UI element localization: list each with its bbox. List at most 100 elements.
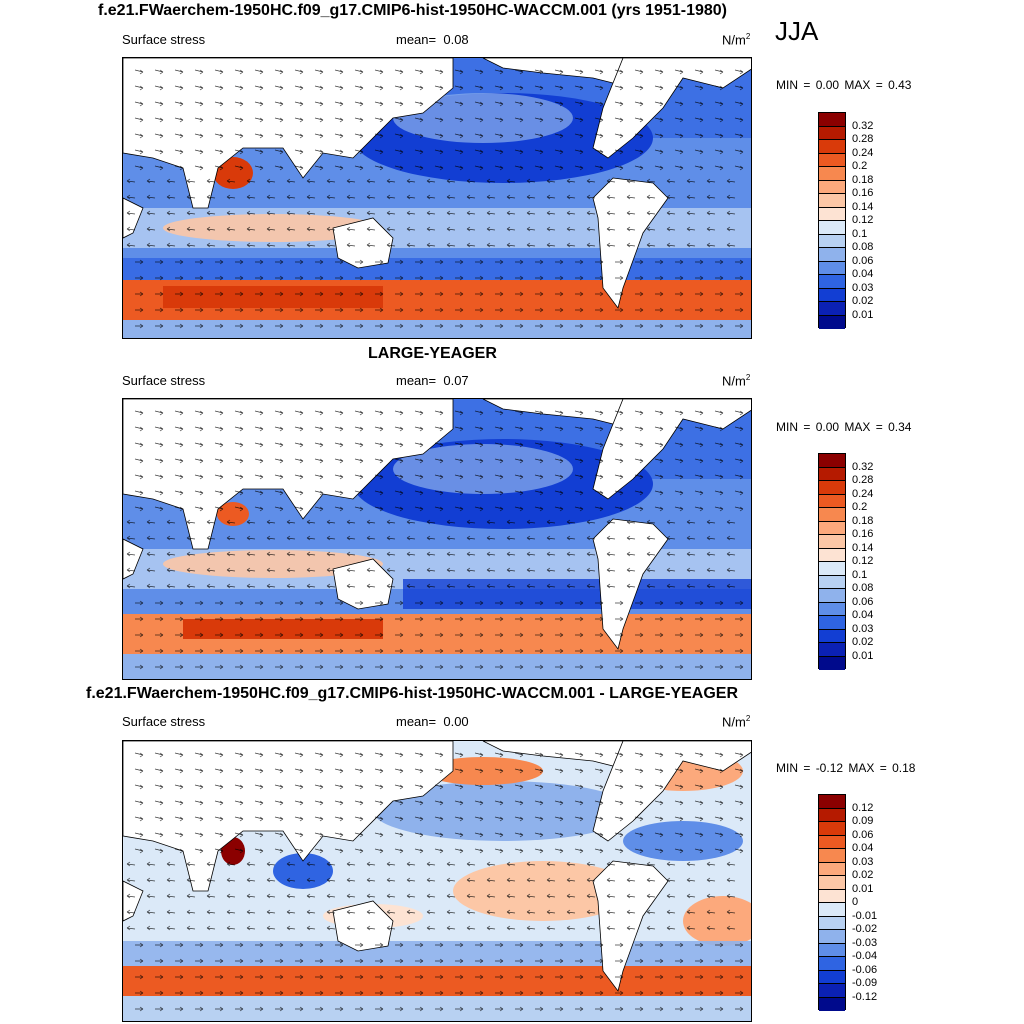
stress-vector-arrow xyxy=(274,474,284,480)
stress-vector-arrow xyxy=(294,752,304,758)
stress-vector-arrow xyxy=(426,178,436,184)
colorbar-box xyxy=(819,454,845,468)
stress-vector-arrow xyxy=(235,990,244,996)
stress-vector-arrow xyxy=(715,974,724,980)
stress-vector-arrow xyxy=(374,474,384,480)
stress-vector-arrow xyxy=(315,616,324,622)
stress-vector-arrow xyxy=(675,942,684,948)
stress-vector-arrow xyxy=(574,490,584,496)
panel3-mean: mean= 0.00 xyxy=(396,714,469,729)
stress-vector-arrow xyxy=(446,551,456,557)
stress-vector-arrow xyxy=(175,974,184,980)
stress-vector-arrow xyxy=(374,101,384,107)
stress-vector-arrow xyxy=(306,210,316,216)
stress-vector-arrow xyxy=(626,178,636,184)
stress-vector-arrow xyxy=(175,632,184,638)
stress-vector-arrow xyxy=(726,210,736,216)
stress-vector-arrow xyxy=(486,242,496,248)
stress-vector-arrow xyxy=(674,69,684,75)
stress-vector-arrow xyxy=(586,519,596,525)
stress-vector-arrow xyxy=(466,583,476,589)
stress-vector-arrow xyxy=(134,458,144,464)
stress-vector-arrow xyxy=(214,149,224,155)
stress-vector-arrow xyxy=(146,194,156,200)
stress-vector-arrow xyxy=(194,474,204,480)
stress-vector-arrow xyxy=(535,291,544,297)
stress-vector-arrow xyxy=(275,632,284,638)
stress-vector-arrow xyxy=(366,567,376,573)
stress-vector-arrow xyxy=(434,165,444,171)
stress-vector-arrow xyxy=(126,178,136,184)
stress-vector-arrow xyxy=(335,648,344,654)
colorbar-box xyxy=(819,467,845,481)
stress-vector-arrow xyxy=(566,861,576,867)
stress-vector-arrow xyxy=(466,210,476,216)
stress-vector-arrow xyxy=(575,600,584,606)
stress-vector-arrow xyxy=(475,958,484,964)
stress-vector-arrow xyxy=(154,117,164,123)
stress-vector-arrow xyxy=(194,506,204,512)
stress-vector-arrow xyxy=(226,583,236,589)
stress-vector-arrow xyxy=(394,149,404,155)
stress-vector-arrow xyxy=(355,616,364,622)
stress-vector-arrow xyxy=(706,583,716,589)
stress-vector-arrow xyxy=(215,974,224,980)
stress-vector-arrow xyxy=(215,323,224,329)
stress-vector-arrow xyxy=(226,210,236,216)
stress-vector-arrow xyxy=(594,165,604,171)
stress-vector-arrow xyxy=(535,259,544,265)
stress-vector-arrow xyxy=(274,117,284,123)
stress-vector-arrow xyxy=(435,974,444,980)
stress-vector-arrow xyxy=(506,242,516,248)
stress-vector-arrow xyxy=(134,506,144,512)
colorbar-box xyxy=(819,261,845,275)
stress-vector-arrow xyxy=(166,535,176,541)
stress-vector-arrow xyxy=(374,800,384,806)
stress-vector-arrow xyxy=(314,165,324,171)
stress-vector-arrow xyxy=(346,194,356,200)
colorbar-label: 0.03 xyxy=(852,281,874,294)
stress-vector-arrow xyxy=(575,259,584,265)
stress-vector-arrow xyxy=(426,551,436,557)
stress-vector-arrow xyxy=(414,784,424,790)
stress-vector-arrow xyxy=(446,877,456,883)
stress-vector-arrow xyxy=(694,133,704,139)
stress-vector-arrow xyxy=(594,752,604,758)
stress-vector-arrow xyxy=(655,307,664,313)
stress-vector-arrow xyxy=(694,426,704,432)
stress-vector-arrow xyxy=(555,291,564,297)
stress-vector-arrow xyxy=(634,149,644,155)
stress-vector-arrow xyxy=(395,600,404,606)
stress-vector-arrow xyxy=(254,800,264,806)
stress-vector-arrow xyxy=(734,85,744,91)
stress-vector-arrow xyxy=(646,877,656,883)
stress-vector-arrow xyxy=(546,519,556,525)
colorbar-box xyxy=(819,970,845,984)
stress-vector-arrow xyxy=(334,506,344,512)
stress-vector-arrow xyxy=(734,848,744,854)
stress-vector-arrow xyxy=(706,535,716,541)
stress-vector-arrow xyxy=(494,800,504,806)
stress-vector-arrow xyxy=(474,784,484,790)
stress-vector-arrow xyxy=(655,648,664,654)
stress-vector-arrow xyxy=(595,259,604,265)
colorbar-box xyxy=(819,643,845,657)
stress-vector-arrow xyxy=(274,69,284,75)
stress-vector-arrow xyxy=(266,877,276,883)
stress-vector-arrow xyxy=(695,616,704,622)
stress-vector-arrow xyxy=(534,506,544,512)
stress-vector-arrow xyxy=(555,275,564,281)
stress-vector-arrow xyxy=(134,69,144,75)
stress-vector-arrow xyxy=(214,800,224,806)
stress-vector-arrow xyxy=(535,307,544,313)
stress-vector-arrow xyxy=(186,551,196,557)
stress-vector-arrow xyxy=(214,458,224,464)
stress-vector-arrow xyxy=(435,1006,444,1012)
stress-vector-arrow xyxy=(335,323,344,329)
stress-vector-arrow xyxy=(654,490,664,496)
stress-vector-arrow xyxy=(135,990,144,996)
colorbar-label: 0.16 xyxy=(852,528,874,540)
stress-vector-arrow xyxy=(215,259,224,265)
stress-vector-arrow xyxy=(374,752,384,758)
stress-vector-arrow xyxy=(595,942,604,948)
